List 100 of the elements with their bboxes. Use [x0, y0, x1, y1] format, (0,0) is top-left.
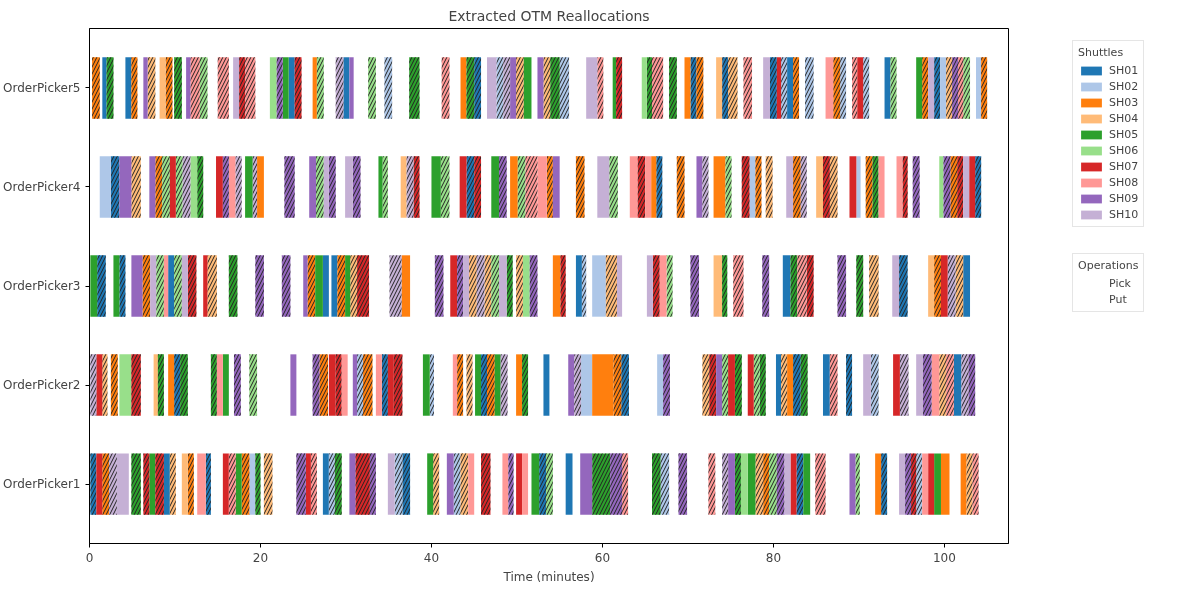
bar — [498, 255, 507, 317]
x-tick-label: 20 — [252, 550, 269, 565]
bar — [716, 354, 723, 416]
bar — [149, 156, 156, 218]
bar — [168, 354, 175, 416]
y-tick-label: OrderPicker2 — [3, 378, 81, 393]
bar — [740, 453, 748, 515]
bar — [537, 156, 547, 218]
bar — [586, 57, 598, 119]
bar — [99, 156, 111, 218]
bar — [969, 156, 976, 218]
bar — [592, 255, 606, 317]
bar — [684, 57, 691, 119]
bar — [565, 453, 573, 515]
bar — [401, 255, 411, 317]
bar — [228, 156, 236, 218]
bar — [782, 255, 791, 317]
bar — [713, 156, 726, 218]
bar — [552, 156, 560, 218]
bar — [422, 354, 430, 416]
bar — [328, 354, 336, 416]
bar — [857, 57, 864, 119]
bar — [216, 354, 223, 416]
bar — [159, 57, 166, 119]
bar — [119, 156, 132, 218]
bar — [940, 453, 950, 515]
bar — [143, 57, 148, 119]
bar — [928, 255, 935, 317]
bar — [931, 354, 940, 416]
bar — [131, 255, 143, 317]
bar — [312, 57, 317, 119]
bar — [257, 156, 264, 218]
text: Pick — [1109, 277, 1131, 290]
bar — [552, 255, 561, 317]
bar — [928, 453, 935, 515]
bar — [523, 57, 532, 119]
bar — [784, 453, 791, 515]
bar — [537, 57, 544, 119]
bar — [203, 255, 208, 317]
legend-label: SH06 — [1109, 144, 1139, 157]
legend-label: SH08 — [1109, 176, 1139, 189]
bar — [939, 156, 944, 218]
bar — [940, 255, 948, 317]
bar — [269, 57, 277, 119]
bar — [963, 255, 971, 317]
bar — [446, 453, 454, 515]
bar — [125, 57, 132, 119]
bar — [222, 354, 229, 416]
bar — [341, 354, 348, 416]
bar — [728, 453, 735, 515]
bar — [322, 453, 329, 515]
bar — [349, 453, 356, 515]
y-tick-label: OrderPicker5 — [3, 80, 81, 95]
bar — [216, 156, 223, 218]
bar — [657, 354, 664, 416]
bar — [516, 453, 523, 515]
bar — [822, 354, 830, 416]
bar — [491, 156, 499, 218]
chart-title: Extracted OTM Reallocations — [448, 7, 650, 24]
bar — [747, 354, 754, 416]
bar — [343, 57, 350, 119]
bar — [922, 453, 929, 515]
bar — [893, 354, 900, 416]
bar — [616, 255, 623, 317]
bar — [349, 57, 354, 119]
bar — [222, 453, 229, 515]
bar — [102, 57, 107, 119]
bar — [581, 354, 593, 416]
bar — [787, 57, 794, 119]
bar — [190, 156, 198, 218]
bar — [153, 354, 158, 416]
bar — [510, 57, 517, 119]
bar — [531, 453, 540, 515]
bar — [249, 453, 256, 515]
bar — [856, 156, 861, 218]
bar — [387, 354, 394, 416]
bar — [168, 255, 175, 317]
bar — [400, 156, 407, 218]
bar — [427, 453, 434, 515]
legend-label: SH09 — [1109, 192, 1139, 205]
legend-label: SH10 — [1109, 208, 1139, 221]
bar — [323, 156, 329, 218]
bar — [502, 453, 509, 515]
bar — [510, 156, 518, 218]
bar — [463, 255, 470, 317]
x-tick-label: 40 — [423, 550, 440, 565]
bar — [387, 453, 395, 515]
bar — [282, 57, 289, 119]
bar — [641, 57, 647, 119]
x-axis-title: Time (minutes) — [502, 569, 595, 584]
y-tick-label: OrderPicker4 — [3, 179, 81, 194]
bar — [645, 156, 652, 218]
bar — [487, 57, 497, 119]
bar — [245, 156, 253, 218]
bar — [940, 57, 947, 119]
bar — [181, 453, 188, 515]
bar — [331, 255, 338, 317]
bar — [878, 156, 885, 218]
x-tick-label: 80 — [765, 550, 782, 565]
bar — [816, 156, 823, 218]
